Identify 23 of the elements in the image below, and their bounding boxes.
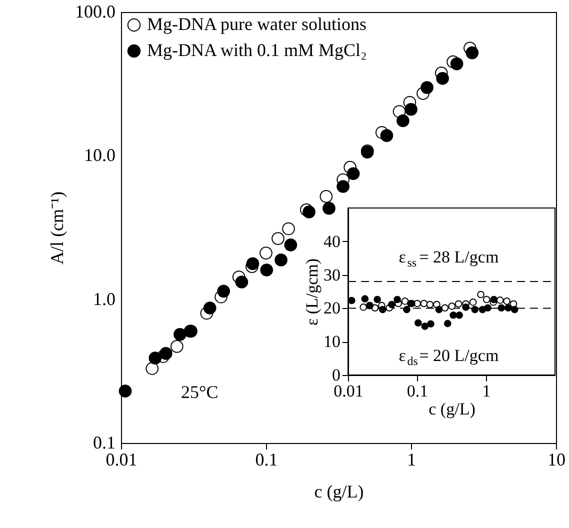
legend-label: Mg-DNA pure water solutions [147,14,366,34]
y-axis-title: A/l (cm⁻¹) [47,192,67,264]
y-tick-label: 10.0 [84,145,116,166]
x-tick-label: 1 [407,450,416,470]
x-tick-label: 0.01 [106,450,138,470]
x-tick-label: 10 [548,450,566,470]
legend-label: Mg-DNA with 0.1 mM MgCl₂ [147,40,367,60]
x-axis-title: c (g/L) [314,482,364,502]
annotation: 25°C [181,382,218,402]
x-tick-label: 0.01 [334,382,364,400]
y-tick-label: 20 [324,298,340,318]
x-tick-label: 1 [482,382,491,400]
y-tick-label: 0 [332,366,340,384]
y-tick-label: 10 [324,332,340,352]
y-tick-label: 30 [324,265,340,284]
y-axis-title: ε (L/gcm) [302,258,322,326]
x-tick-label: 0.1 [406,382,428,400]
y-tick-label: 1.0 [93,288,116,309]
y-tick-label: 0.1 [93,432,116,452]
x-tick-label: 0.1 [255,450,278,470]
x-axis-title: c (g/L) [428,400,476,418]
y-tick-label: 40 [324,232,340,251]
y-tick-label: 100.0 [75,2,116,22]
